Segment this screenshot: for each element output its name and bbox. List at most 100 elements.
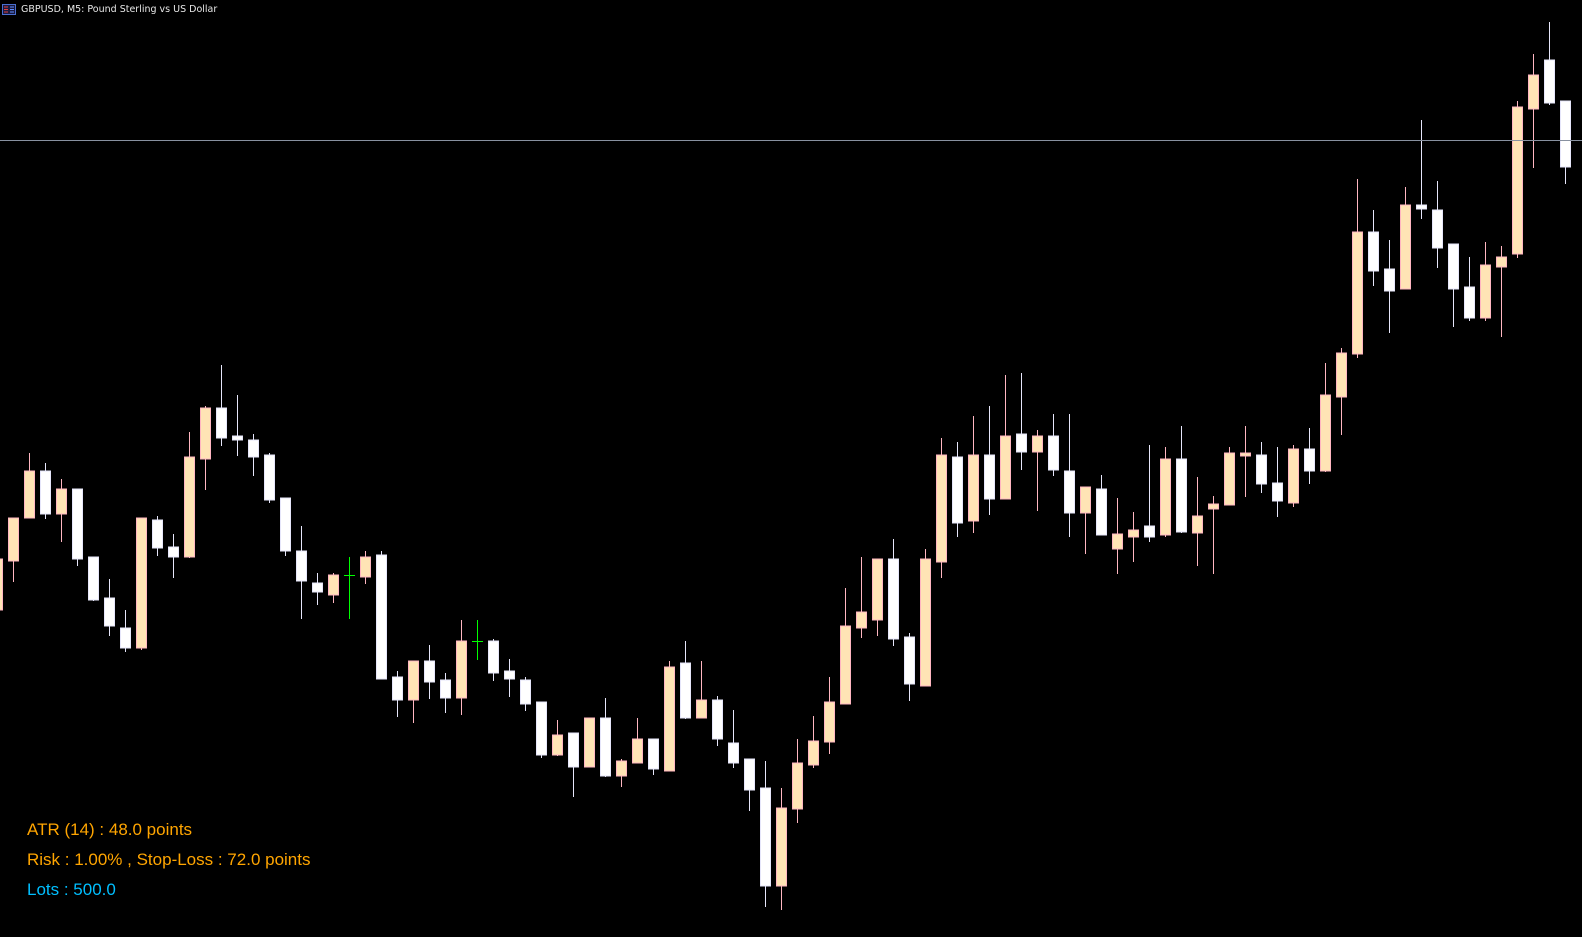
candle-body [1208, 503, 1219, 510]
candle-bear [744, 758, 755, 811]
candle-bear [232, 395, 243, 456]
candle-bull [328, 573, 339, 603]
candle-body [1128, 529, 1139, 538]
candle-body [744, 758, 755, 791]
candle-bear [712, 696, 723, 746]
candle-body [0, 558, 3, 611]
candle-bear [1272, 447, 1283, 517]
candle-body [248, 439, 259, 458]
candle-body [1160, 458, 1171, 536]
candle-bear [760, 761, 771, 907]
candle-bear [1016, 373, 1027, 470]
candle-body [1000, 435, 1011, 500]
candle-bull [184, 432, 195, 558]
candle-body [1432, 209, 1443, 249]
candle-bull [1032, 430, 1043, 511]
candle-bull [136, 517, 147, 650]
candle-body [1144, 525, 1155, 538]
candle-bear [1464, 257, 1475, 321]
candle-bear [488, 639, 499, 681]
candle-bear [88, 556, 99, 601]
candle-body [1096, 488, 1107, 536]
candle-doji [472, 620, 483, 660]
candle-bear [1048, 414, 1059, 476]
candle-bear [648, 738, 659, 775]
candle-body [1016, 433, 1027, 453]
candle-bear [504, 659, 515, 697]
risk-stoploss-label: Risk : 1.00% , Stop-Loss : 72.0 points [27, 850, 311, 869]
candle-body [680, 662, 691, 719]
candle-body [1256, 454, 1267, 485]
candle-bull [1112, 498, 1123, 574]
candle-body [840, 625, 851, 705]
candle-body [1064, 470, 1075, 514]
candle-body [872, 558, 883, 621]
candle-bull [792, 739, 803, 823]
candle-body [1560, 100, 1571, 168]
candle-bear [888, 539, 899, 646]
candle-bear [952, 442, 963, 537]
candle-bear [216, 365, 227, 446]
candle-bull [664, 661, 675, 772]
candle-body [1496, 256, 1507, 268]
candle-body [360, 556, 371, 578]
candle-body [1240, 452, 1251, 457]
candle-bull [872, 558, 883, 636]
candle-bear [536, 701, 547, 758]
candle-bear [120, 610, 131, 652]
candle-bull [856, 557, 867, 638]
candle-bear [1448, 243, 1459, 327]
candle-bear [1416, 120, 1427, 219]
candle-doji [344, 557, 355, 619]
candle-body [376, 554, 387, 680]
candle-body [728, 742, 739, 764]
chart-title: GBPUSD, M5: Pound Sterling vs US Dollar [21, 3, 218, 15]
candle-body [776, 807, 787, 887]
candle-body [1048, 435, 1059, 471]
candle-bull [824, 677, 835, 754]
candle-body [1528, 74, 1539, 110]
candle-body [8, 517, 19, 562]
candle-bear [264, 453, 275, 503]
candle-body [168, 546, 179, 558]
candle-body [1480, 264, 1491, 319]
candle-bear [392, 671, 403, 717]
candle-body [136, 517, 147, 649]
candle-bull [24, 453, 35, 519]
candle-body [88, 556, 99, 601]
candle-body [264, 454, 275, 501]
candle-bull [408, 660, 419, 723]
candle-bear [1144, 445, 1155, 542]
candle-bull [56, 479, 67, 542]
candle-body [1320, 394, 1331, 472]
candle-bull [968, 416, 979, 533]
candle-body [760, 787, 771, 887]
candle-body [1176, 458, 1187, 533]
candle-body [888, 558, 899, 640]
candle-body [696, 699, 707, 719]
candle-bear [1304, 428, 1315, 484]
candle-bear [104, 579, 115, 636]
candle-bull [776, 788, 787, 910]
candle-bull [1528, 54, 1539, 168]
chart-window-icon [2, 3, 16, 15]
candle-body [1272, 482, 1283, 502]
candle-body [632, 738, 643, 764]
candle-bear [280, 497, 291, 556]
candle-body [72, 488, 83, 560]
candle-body [1416, 204, 1427, 210]
candle-body [824, 701, 835, 743]
candle-body [424, 660, 435, 683]
candle-body [1400, 204, 1411, 290]
candles-layer [0, 22, 1571, 910]
candle-bear [1544, 22, 1555, 105]
candle-body [152, 519, 163, 549]
candle-bull [616, 759, 627, 787]
candle-body [600, 717, 611, 777]
candle-bear [312, 573, 323, 605]
candle-body [296, 550, 307, 582]
candle-body [1336, 352, 1347, 398]
candle-body [968, 454, 979, 522]
candle-bear [440, 673, 451, 713]
